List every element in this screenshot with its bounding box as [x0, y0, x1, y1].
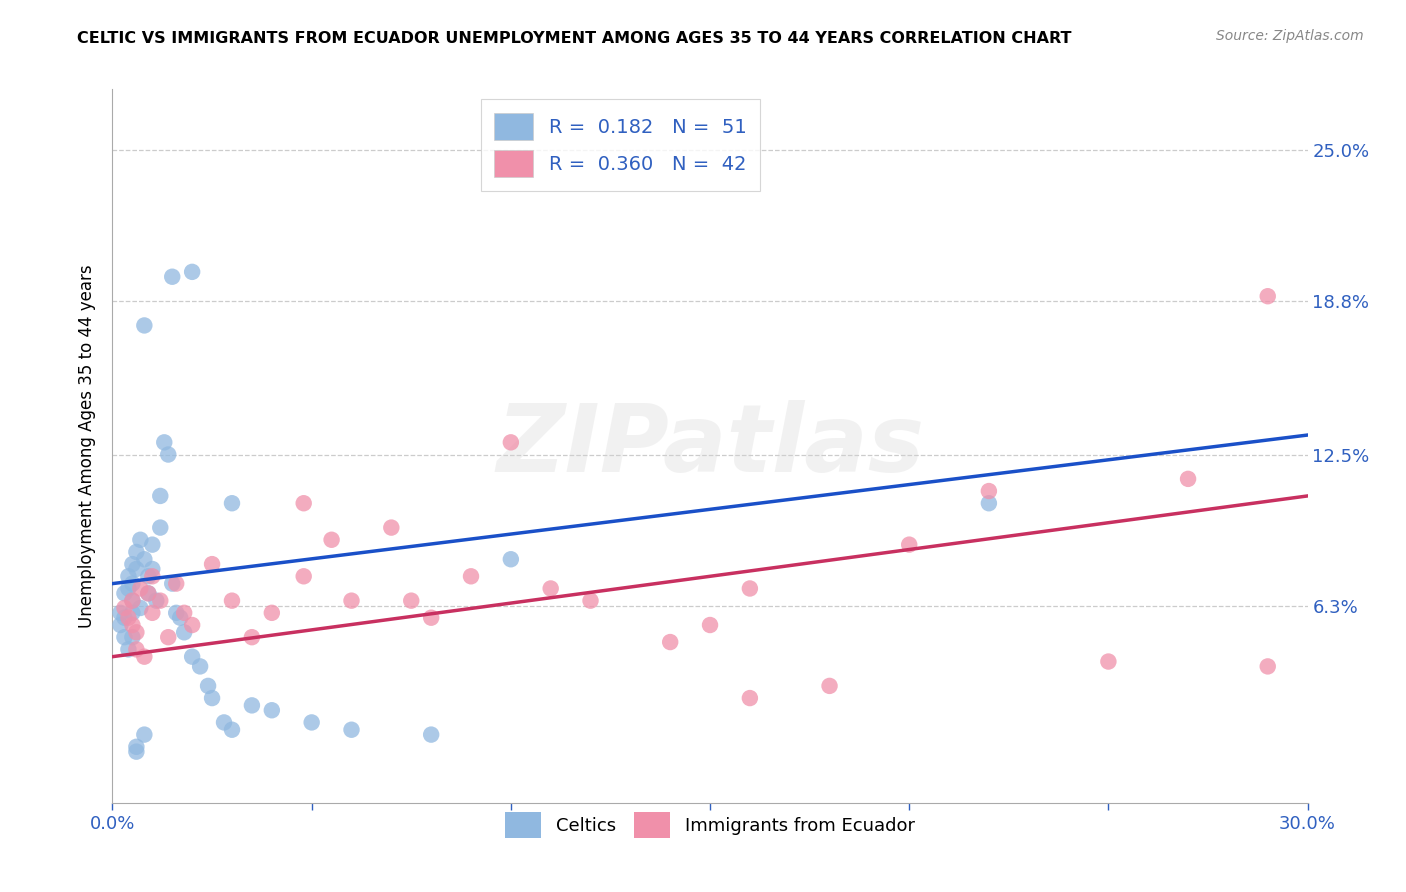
Point	[221, 593, 243, 607]
Point	[738, 691, 761, 706]
Point	[117, 569, 139, 583]
Point	[117, 582, 139, 596]
Text: ZIPatlas: ZIPatlas	[496, 400, 924, 492]
Point	[977, 496, 1000, 510]
Point	[125, 739, 148, 754]
Point	[1097, 655, 1119, 669]
Point	[1257, 659, 1279, 673]
Point	[1257, 289, 1279, 303]
Point	[165, 576, 187, 591]
Point	[240, 630, 263, 644]
Point	[125, 562, 148, 576]
Point	[121, 557, 143, 571]
Point	[260, 606, 283, 620]
Point	[181, 265, 204, 279]
Point	[201, 557, 224, 571]
Point	[659, 635, 682, 649]
Point	[292, 569, 315, 583]
Point	[114, 610, 135, 624]
Point	[114, 601, 135, 615]
Legend: Celtics, Immigrants from Ecuador: Celtics, Immigrants from Ecuador	[498, 805, 922, 845]
Point	[977, 484, 1000, 499]
Point	[121, 606, 143, 620]
Point	[134, 728, 156, 742]
Point	[145, 593, 167, 607]
Point	[173, 625, 195, 640]
Point	[121, 593, 143, 607]
Point	[125, 625, 148, 640]
Point	[499, 435, 522, 450]
Point	[165, 606, 187, 620]
Point	[818, 679, 841, 693]
Point	[460, 569, 482, 583]
Text: CELTIC VS IMMIGRANTS FROM ECUADOR UNEMPLOYMENT AMONG AGES 35 TO 44 YEARS CORRELA: CELTIC VS IMMIGRANTS FROM ECUADOR UNEMPL…	[77, 31, 1071, 46]
Point	[114, 630, 135, 644]
Point	[292, 496, 315, 510]
Point	[110, 618, 132, 632]
Point	[301, 715, 323, 730]
Point	[141, 569, 163, 583]
Point	[221, 723, 243, 737]
Point	[221, 496, 243, 510]
Point	[738, 582, 761, 596]
Point	[540, 582, 562, 596]
Point	[212, 715, 235, 730]
Point	[1177, 472, 1199, 486]
Point	[260, 703, 283, 717]
Point	[134, 552, 156, 566]
Point	[321, 533, 343, 547]
Point	[340, 593, 363, 607]
Point	[188, 659, 211, 673]
Point	[579, 593, 602, 607]
Point	[117, 610, 139, 624]
Y-axis label: Unemployment Among Ages 35 to 44 years: Unemployment Among Ages 35 to 44 years	[77, 264, 96, 628]
Point	[153, 435, 176, 450]
Point	[162, 269, 183, 284]
Text: Source: ZipAtlas.com: Source: ZipAtlas.com	[1216, 29, 1364, 43]
Point	[125, 642, 148, 657]
Point	[149, 489, 172, 503]
Point	[125, 545, 148, 559]
Point	[121, 576, 143, 591]
Point	[340, 723, 363, 737]
Point	[134, 318, 156, 333]
Point	[181, 649, 204, 664]
Point	[138, 569, 160, 583]
Point	[149, 520, 172, 534]
Point	[129, 601, 152, 615]
Point	[149, 593, 172, 607]
Point	[121, 618, 143, 632]
Point	[420, 610, 443, 624]
Point	[169, 610, 191, 624]
Point	[420, 728, 443, 742]
Point	[125, 745, 148, 759]
Point	[141, 562, 163, 576]
Point	[121, 630, 143, 644]
Point	[138, 586, 160, 600]
Point	[197, 679, 219, 693]
Point	[401, 593, 423, 607]
Point	[110, 606, 132, 620]
Point	[138, 586, 160, 600]
Point	[499, 552, 522, 566]
Point	[240, 698, 263, 713]
Point	[173, 606, 195, 620]
Point	[380, 520, 402, 534]
Point	[699, 618, 721, 632]
Point	[201, 691, 224, 706]
Point	[157, 630, 180, 644]
Point	[117, 642, 139, 657]
Point	[898, 538, 921, 552]
Point	[181, 618, 204, 632]
Point	[141, 606, 163, 620]
Point	[157, 448, 180, 462]
Point	[141, 538, 163, 552]
Point	[121, 593, 143, 607]
Point	[129, 582, 152, 596]
Point	[162, 576, 183, 591]
Point	[129, 533, 152, 547]
Point	[114, 586, 135, 600]
Point	[134, 649, 156, 664]
